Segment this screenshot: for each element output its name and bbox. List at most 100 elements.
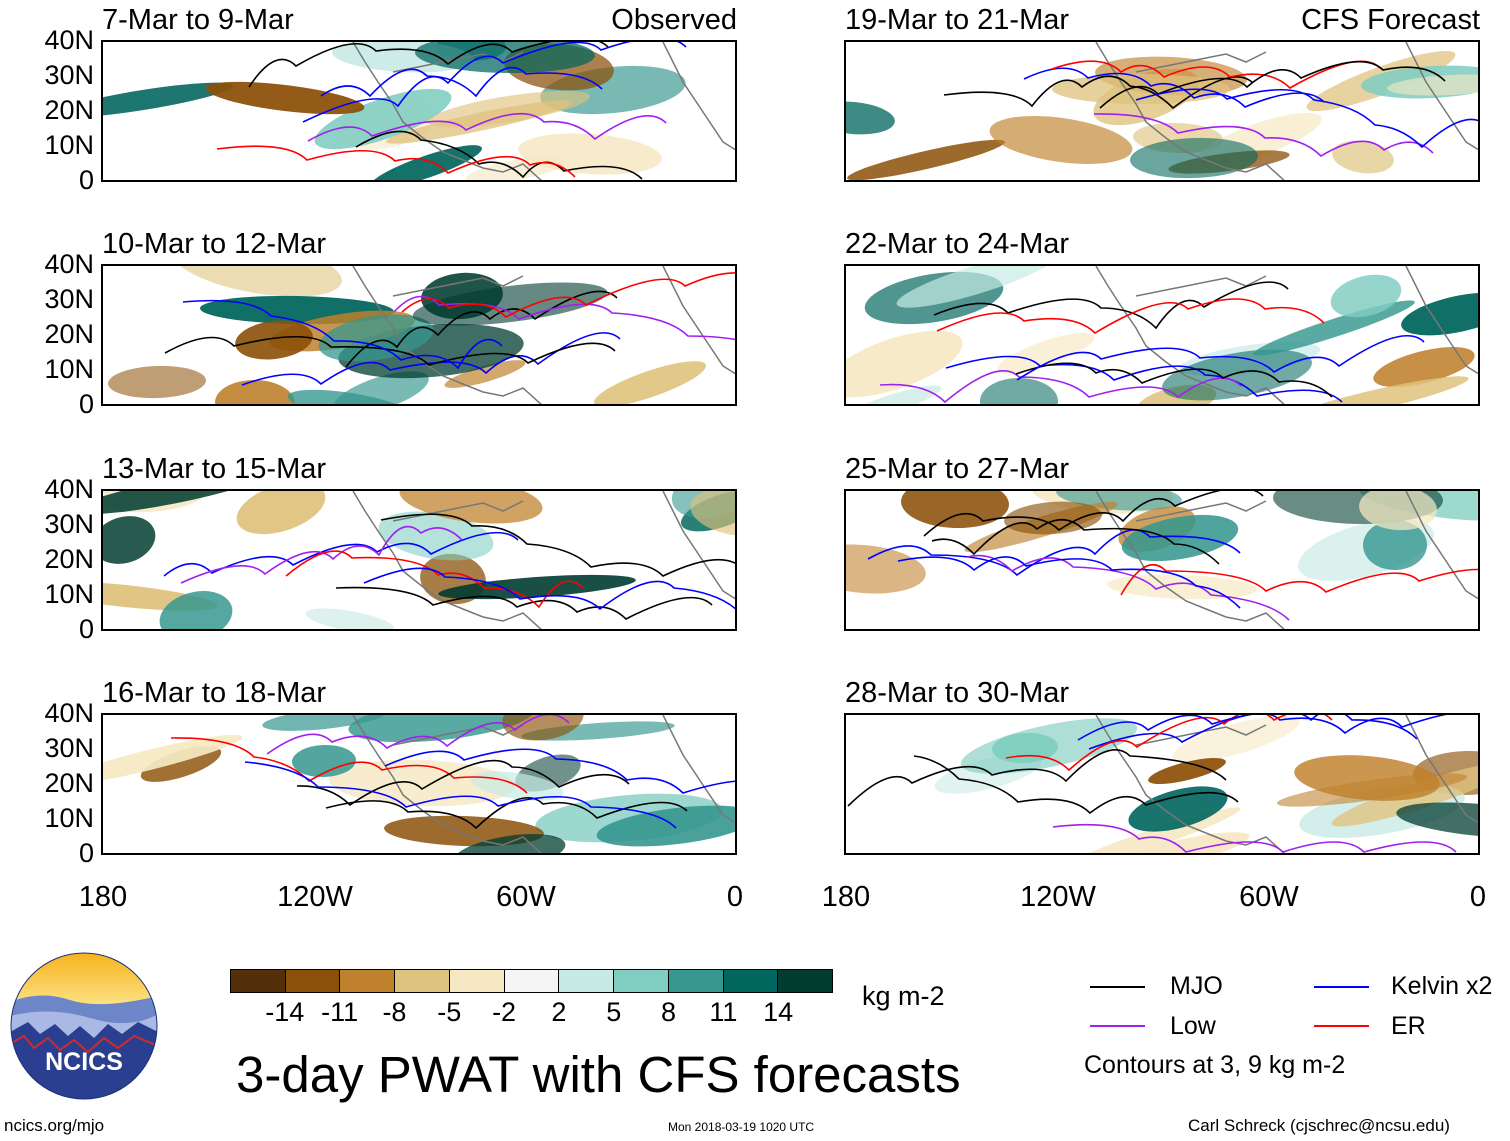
map-panel (844, 264, 1480, 406)
pwat-anomaly-blob (262, 715, 386, 731)
contour-line (248, 42, 609, 88)
pwat-anomaly-blob (1363, 519, 1427, 571)
map-shading (846, 42, 1478, 180)
contour-line (325, 796, 688, 830)
panel-title: 28-Mar to 30-Mar (845, 677, 1070, 709)
pwat-anomaly-blob (108, 365, 206, 399)
pwat-anomaly-blob (1148, 757, 1226, 785)
contour-line (1077, 715, 1418, 741)
latitude-label: 30N (44, 284, 94, 314)
contour-line (182, 299, 503, 370)
panel-title: 13-Mar to 15-Mar (102, 453, 327, 485)
pwat-anomaly-blob (847, 139, 1005, 180)
panel-title: 7-Mar to 9-Mar (102, 4, 294, 36)
pwat-anomaly-blob (1121, 514, 1239, 562)
map-shading (847, 715, 1478, 853)
latitude-label: 20N (44, 95, 94, 125)
pwat-anomaly-blob (896, 266, 1056, 308)
pwat-anomaly-blob (159, 591, 233, 629)
contour-line (241, 332, 621, 386)
contour-line (345, 290, 618, 368)
colorbar-cell (559, 970, 615, 992)
pwat-anomaly-blob (386, 100, 572, 144)
colorbar-cell (504, 970, 560, 992)
pwat-anomaly-blob (103, 734, 243, 786)
contour-line (163, 531, 519, 577)
latitude-label: 30N (44, 509, 94, 539)
contour-line (307, 112, 667, 142)
legend-label: MJO (1170, 972, 1223, 1000)
footer-author: Carl Schreck (cjschrec@ncsu.edu) (1188, 1116, 1450, 1135)
pwat-anomaly-blob (292, 744, 356, 778)
pwat-anomaly-blob (1051, 807, 1241, 853)
panel-label: Observed (611, 4, 737, 36)
pwat-anomaly-blob (989, 116, 1133, 164)
contour-line (170, 737, 528, 794)
contour-line (1099, 60, 1446, 109)
pwat-anomaly-blob (444, 360, 526, 388)
latitude-label: 20N (44, 768, 94, 798)
legend-note: Contours at 3, 9 kg m-2 (1084, 1051, 1346, 1079)
colorbar-tick-label: 8 (661, 997, 677, 1027)
contour-line (380, 513, 735, 577)
latitude-label: 40N (44, 25, 94, 55)
latitude-label: 20N (44, 319, 94, 349)
colorbar-units: kg m-2 (862, 981, 945, 1011)
contour-line (1023, 67, 1325, 108)
latitude-label: 40N (44, 698, 94, 728)
pwat-anomaly-blob (846, 101, 895, 135)
contour-line (913, 755, 1239, 815)
contour-line (1052, 823, 1457, 853)
contour-line (296, 759, 630, 807)
pwat-anomaly-blob (1401, 292, 1478, 336)
panel-title: 10-Mar to 12-Mar (102, 228, 327, 260)
pwat-anomaly-blob (236, 491, 326, 535)
latitude-label: 10N (44, 130, 94, 160)
latitude-label: 0 (78, 838, 94, 868)
colorbar-cell (395, 970, 450, 992)
legend-line-mjo (1090, 986, 1145, 988)
longitude-label: 0 (726, 881, 744, 913)
pwat-anomaly-blob (1387, 74, 1478, 96)
pwat-anomaly-blob (1052, 74, 1230, 104)
pwat-anomaly-blob (215, 379, 295, 404)
map-panel (844, 40, 1480, 182)
contour-line (945, 355, 1343, 403)
pwat-anomaly-blob (287, 389, 413, 404)
colorbar-tick-label: -5 (437, 997, 462, 1027)
pwat-anomaly-blob (452, 833, 566, 853)
contour-line (244, 761, 677, 829)
longitude-label: 180 (821, 881, 871, 913)
map-shading (103, 491, 735, 629)
panel-title: 22-Mar to 24-Mar (845, 228, 1070, 260)
pwat-anomaly-blob (348, 715, 534, 743)
pwat-anomaly-blob (1396, 802, 1478, 838)
colorbar (230, 969, 833, 993)
pwat-anomaly-blob (846, 385, 942, 404)
main-title: 3-day PWAT with CFS forecasts (236, 1046, 961, 1103)
contour-line (943, 75, 1254, 110)
pwat-anomaly-blob (1172, 715, 1300, 763)
map-shading (846, 491, 1478, 629)
latitude-label: 10N (44, 803, 94, 833)
latitude-label: 0 (78, 389, 94, 419)
contour-line (1120, 563, 1478, 596)
longitude-label: 120W (1020, 881, 1096, 913)
contour-line (1093, 113, 1434, 158)
latitude-label: 20N (44, 544, 94, 574)
contour-line (285, 550, 584, 609)
pwat-anomaly-blob (329, 759, 515, 807)
colorbar-tick-label: -11 (321, 997, 359, 1027)
logo-text: NCICS (45, 1048, 123, 1076)
pwat-anomaly-blob (318, 314, 434, 362)
pwat-anomaly-blob (1294, 755, 1440, 801)
coastline (1095, 266, 1478, 404)
pwat-anomaly-blob (1332, 140, 1394, 174)
colorbar-cell (340, 970, 396, 992)
pwat-anomaly-blob (1162, 349, 1312, 401)
contour-line (384, 748, 735, 794)
pwat-anomaly-blob (596, 805, 735, 847)
contour-line (1088, 715, 1447, 750)
pwat-anomaly-blob (980, 378, 1058, 404)
colorbar-tick-label: 5 (606, 997, 622, 1027)
